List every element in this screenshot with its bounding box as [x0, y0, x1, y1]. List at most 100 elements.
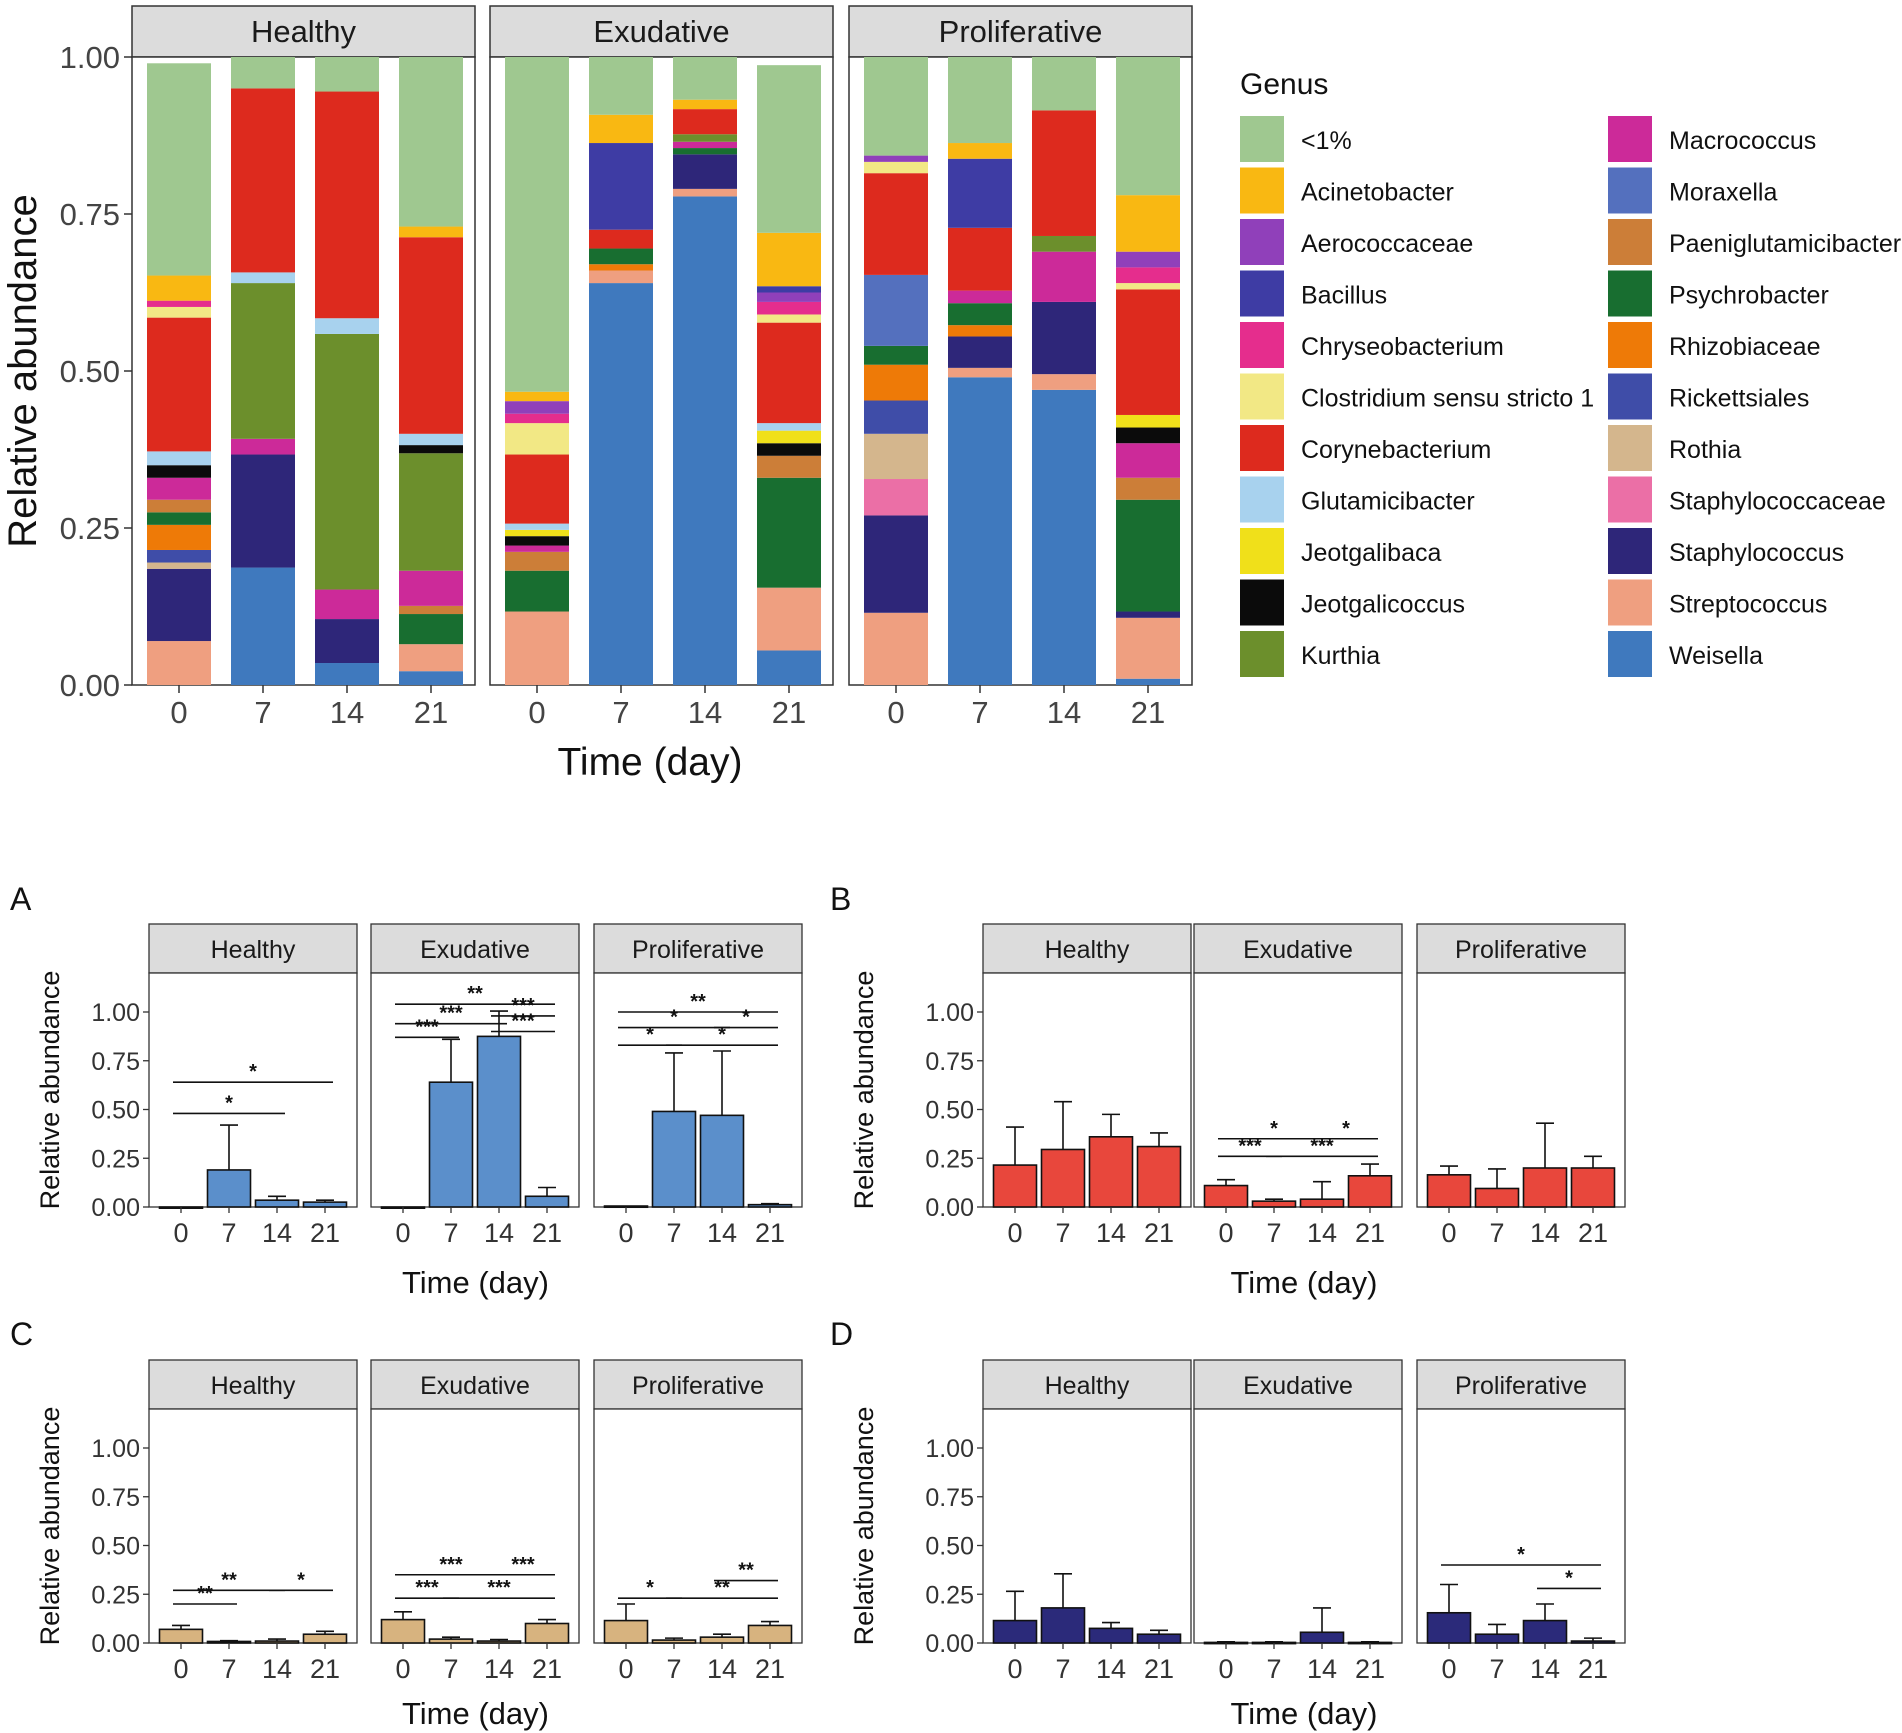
x-tick-label: 0: [1441, 1654, 1456, 1684]
stack-segment-1: [757, 65, 821, 233]
stack-segment-rhizobiaceae: [589, 264, 653, 271]
bar: [428, 1081, 474, 1208]
stack-segment-psychrobacter: [399, 614, 463, 645]
stack-segment-glutamicibacter: [231, 272, 295, 284]
stack-segment-clostridium-sensu-stricto-1: [757, 314, 821, 323]
x-tick-label: 21: [414, 695, 448, 730]
facet-strip: [148, 1359, 358, 1410]
bar: [524, 1622, 570, 1644]
panel-border: [1193, 972, 1403, 1208]
stack-segment-weisella: [948, 377, 1012, 685]
stack-segment-corynebacterium: [948, 227, 1012, 291]
stack-segment-paeniglutamicibacter: [399, 605, 463, 615]
significance-label: ***: [415, 1577, 439, 1599]
panel-border: [148, 972, 358, 1208]
x-tick-label: 21: [1144, 1218, 1174, 1248]
legend: Genus <1% Acinetobacter Aerococcaceae Bacill…: [1240, 68, 1901, 677]
x-tick-label: 0: [1007, 1654, 1022, 1684]
bar: [1136, 1633, 1182, 1644]
stack-segment-glutamicibacter: [757, 423, 821, 431]
x-tick-label: 14: [707, 1218, 737, 1248]
y-tick-label: 1.00: [91, 999, 140, 1027]
stack-segment-acinetobacter: [948, 143, 1012, 159]
stack-segment-bacillus: [757, 286, 821, 293]
facet-healthy: Healthy 0 7 14 21 * *: [148, 923, 358, 1248]
stack-segment-psychrobacter: [147, 512, 211, 525]
x-tick-label: 0: [618, 1654, 633, 1684]
stack-segment-jeotgalicoccus: [147, 465, 211, 478]
significance-label: *: [1342, 1118, 1350, 1140]
x-tick-label: 0: [1218, 1218, 1233, 1248]
stack-segment-corynebacterium: [399, 237, 463, 434]
significance-label: **: [197, 1583, 213, 1605]
stack-segment-1: [315, 57, 379, 92]
panel-letter: A: [10, 881, 32, 917]
stack-segment-corynebacterium: [589, 229, 653, 249]
significance-label: **: [690, 991, 706, 1013]
stack-segment-jeotgalicoccus: [505, 536, 569, 546]
stack-segment-macrococcus: [673, 141, 737, 149]
legend-label: Rhizobiaceae: [1669, 333, 1821, 361]
y-axis-title: Relative abundance: [1, 194, 45, 548]
stack-segment-aerococcaceae: [864, 155, 928, 162]
stack-segment-staphylococcus: [864, 515, 928, 613]
stack-segment-streptococcus: [1032, 374, 1096, 390]
bar: [1474, 1633, 1520, 1644]
facet-label: Exudative: [593, 14, 729, 49]
stack-segment-streptococcus: [589, 270, 653, 284]
legend-label: Kurthia: [1301, 642, 1380, 670]
stack-segment-kurthia: [399, 453, 463, 571]
stacked-facet-healthy: Healthy 0 7 14 21: [131, 5, 476, 730]
bar: [254, 1199, 300, 1208]
legend-item: Rothia: [1608, 425, 1741, 471]
stack-segment-corynebacterium: [231, 88, 295, 273]
stack-segment-weisella: [315, 663, 379, 685]
bar: [651, 1639, 697, 1644]
legend-label: Bacillus: [1301, 282, 1387, 310]
x-tick-label: 7: [254, 695, 271, 730]
legend-label: <1%: [1301, 127, 1352, 155]
bar: [206, 1640, 252, 1644]
legend-label: Weisella: [1669, 642, 1763, 670]
facet-strip: [131, 5, 476, 58]
y-tick-label: 0.75: [925, 1048, 974, 1076]
facet-strip: [370, 1359, 580, 1410]
legend-swatch: [1608, 631, 1652, 677]
facet-strip: [148, 923, 358, 974]
stack-segment-weisella: [1116, 678, 1180, 685]
x-tick-label: 0: [173, 1654, 188, 1684]
significance-label: *: [1565, 1567, 1573, 1589]
legend-item: Clostridium sensu stricto 1: [1240, 373, 1594, 420]
stack-segment-1: [589, 57, 653, 115]
stack-segment-1: [948, 57, 1012, 144]
stack-segment-macrococcus: [147, 477, 211, 500]
stack-segment-rickettsiales: [864, 400, 928, 434]
bar: [524, 1195, 570, 1208]
bar: [1136, 1145, 1182, 1208]
facet-label: Proliferative: [632, 936, 764, 964]
stack-segment-chryseobacterium: [757, 301, 821, 315]
stack-segment-staphylococcus: [1032, 301, 1096, 375]
x-tick-label: 14: [688, 695, 722, 730]
x-tick-label: 14: [707, 1654, 737, 1684]
stack-segment-macrococcus: [231, 438, 295, 455]
legend-item: <1%: [1240, 116, 1352, 162]
y-tick-label: 0.50: [60, 354, 120, 389]
x-tick-label: 7: [666, 1654, 681, 1684]
x-tick-label: 7: [1266, 1218, 1281, 1248]
stack-segment-staphylococcus: [315, 619, 379, 664]
y-tick-label: 0.00: [91, 1630, 140, 1658]
facet-label: Proliferative: [1455, 936, 1587, 964]
legend-swatch: [1608, 425, 1652, 471]
significance-label: **: [467, 983, 483, 1005]
legend-swatch: [1608, 167, 1652, 214]
facet-label: Proliferative: [1455, 1372, 1587, 1400]
stack-segment-weisella: [231, 567, 295, 685]
stack-segment-acinetobacter: [589, 114, 653, 144]
legend-item: Aerococcaceae: [1240, 219, 1473, 265]
legend-item: Psychrobacter: [1608, 270, 1829, 317]
